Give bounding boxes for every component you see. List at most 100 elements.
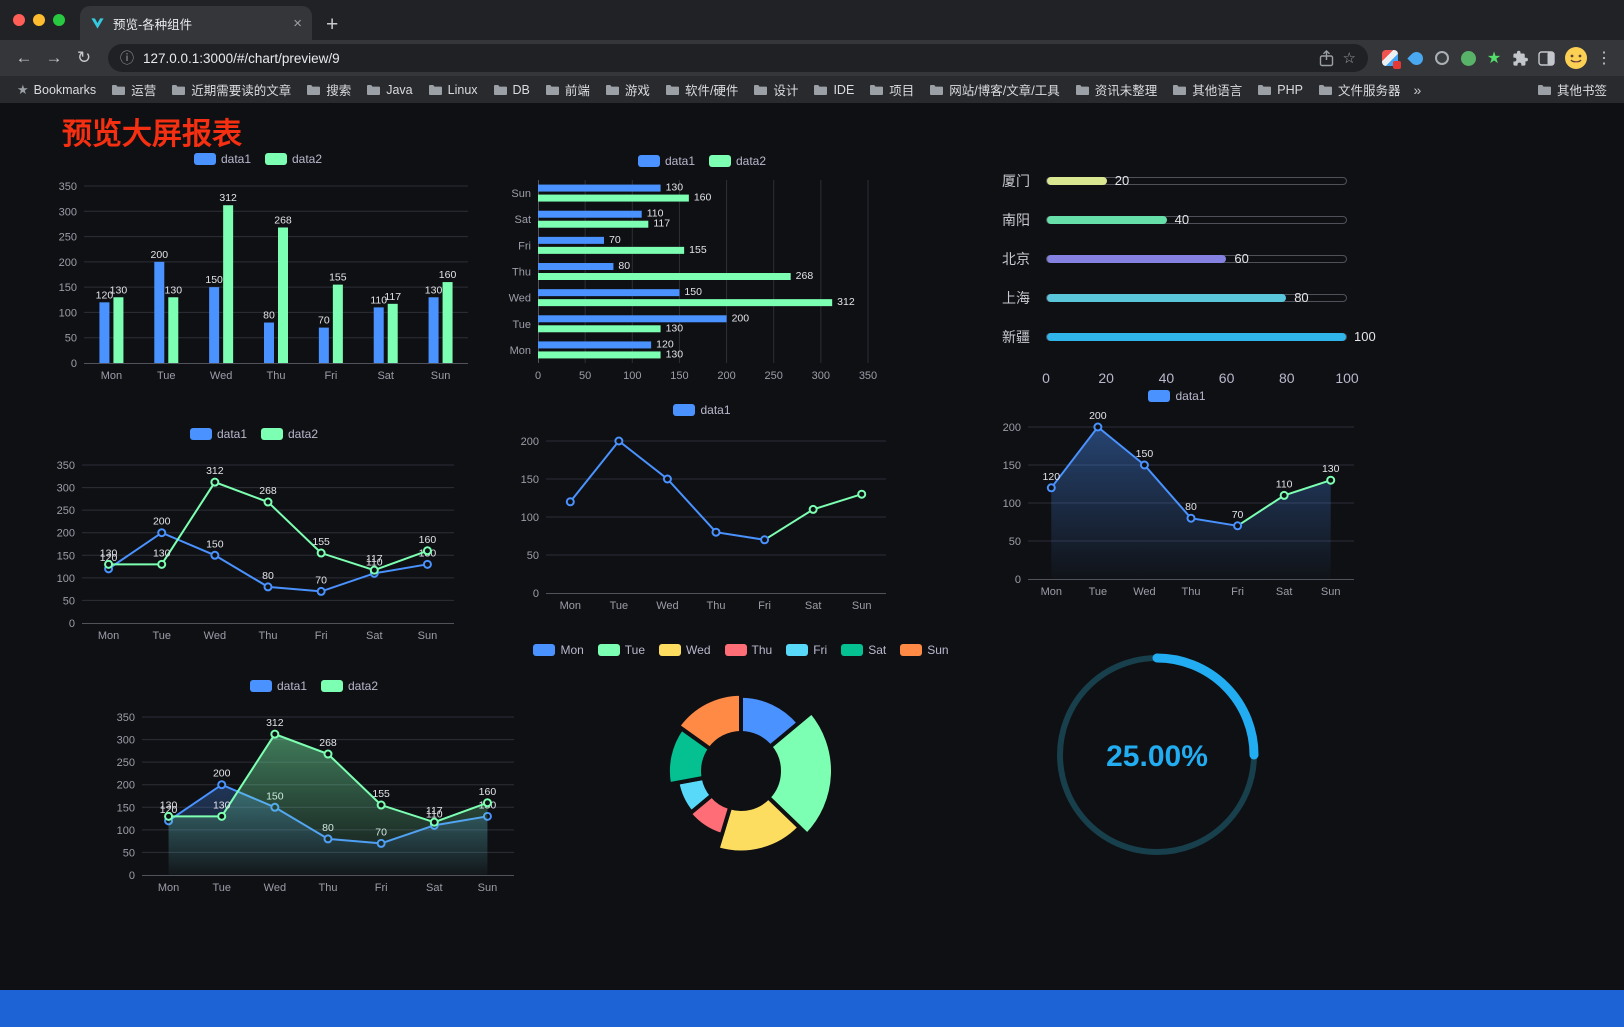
bookmark-folder[interactable]: 网站/博客/文章/工具 <box>922 78 1066 101</box>
extension-icon-3[interactable] <box>1430 46 1454 70</box>
svg-text:250: 250 <box>59 232 77 244</box>
svg-text:Sat: Sat <box>377 370 394 382</box>
axis-tick: 80 <box>1279 370 1295 386</box>
bookmark-folder[interactable]: Java <box>359 81 419 99</box>
legend-item[interactable]: data2 <box>261 427 318 441</box>
svg-text:160: 160 <box>694 192 712 204</box>
forward-icon[interactable]: → <box>45 48 63 67</box>
url-bar[interactable]: ⓘ 127.0.0.1:3000/#/chart/preview/9 ☆ <box>108 44 1368 72</box>
back-icon[interactable]: ← <box>15 48 33 67</box>
svg-text:160: 160 <box>479 786 497 798</box>
bookmark-star-icon[interactable]: ☆ <box>1342 50 1356 67</box>
legend-swatch <box>673 404 696 416</box>
pie-slice-Wed[interactable] <box>715 795 802 855</box>
legend-item[interactable]: data1 <box>193 152 251 166</box>
legend-item[interactable]: data1 <box>189 427 247 441</box>
folder-icon <box>1075 84 1090 96</box>
legend-item[interactable]: Sat <box>841 643 886 657</box>
svg-text:300: 300 <box>59 206 77 218</box>
axis-tick: 100 <box>1335 370 1359 386</box>
extension-icon-2[interactable] <box>1404 46 1428 70</box>
legend-item[interactable]: data2 <box>709 154 766 168</box>
reload-icon[interactable]: ↻ <box>76 48 92 67</box>
bookmark-folder[interactable]: 项目 <box>862 78 921 101</box>
bookmark-folder[interactable]: 游戏 <box>598 78 657 101</box>
svg-text:Wed: Wed <box>656 600 678 612</box>
legend-item[interactable]: Sun <box>900 643 949 657</box>
profile-avatar[interactable] <box>1564 46 1588 70</box>
other-bookmarks-button[interactable]: 其他书签 <box>1530 78 1614 101</box>
bookmark-folder-label: 项目 <box>889 84 915 98</box>
window-minimize-button[interactable] <box>33 14 45 26</box>
bookmark-folder[interactable]: DB <box>486 81 537 99</box>
multi-area-line-canvas: 0 50 100 150 200 250 300 350 Mon Tue Wed Thu Fri Sat S… <box>117 712 514 894</box>
svg-text:150: 150 <box>206 538 224 550</box>
legend-label: data2 <box>288 427 319 441</box>
extensions-puzzle-icon[interactable] <box>1508 46 1532 70</box>
svg-text:Tue: Tue <box>1089 586 1108 598</box>
legend-swatch <box>709 155 731 167</box>
folder-icon <box>605 84 620 96</box>
bookmark-folder[interactable]: 设计 <box>746 78 805 101</box>
legend-item[interactable]: Mon <box>533 643 584 657</box>
svg-text:150: 150 <box>521 474 539 486</box>
bookmark-folder[interactable]: 软件/硬件 <box>658 78 745 101</box>
svg-text:200: 200 <box>153 516 171 528</box>
bookmark-folder[interactable]: 近期需要读的文章 <box>164 78 298 101</box>
legend-label: Thu <box>751 643 773 657</box>
tab-close-icon[interactable]: × <box>293 14 302 32</box>
browser-menu-icon[interactable]: ⋮ <box>1596 50 1612 67</box>
bookmark-folder[interactable]: 资讯未整理 <box>1068 78 1165 101</box>
window-zoom-button[interactable] <box>53 14 65 26</box>
pie-slice-Sun[interactable] <box>676 691 743 751</box>
svg-text:130: 130 <box>666 182 684 194</box>
svg-text:312: 312 <box>219 192 237 204</box>
svg-text:Sat: Sat <box>1276 586 1293 598</box>
svg-text:268: 268 <box>796 270 814 282</box>
svg-text:Fri: Fri <box>375 882 388 894</box>
legend-item[interactable]: data2 <box>265 152 322 166</box>
progress-value: 100 <box>1354 328 1376 344</box>
svg-text:200: 200 <box>59 257 77 269</box>
bookmark-folder[interactable]: 文件服务器 <box>1311 78 1408 101</box>
bookmarks-root[interactable]: ★ Bookmarks <box>10 80 103 100</box>
share-icon[interactable] <box>1319 49 1334 67</box>
progress-fill <box>1047 254 1227 263</box>
bookmark-folder[interactable]: IDE <box>806 81 861 99</box>
pie-slice-Tue[interactable] <box>766 710 835 837</box>
browser-tab[interactable]: 预览-各种组件 × <box>80 6 312 40</box>
legend-item[interactable]: Tue <box>597 643 645 657</box>
svg-text:250: 250 <box>765 370 783 382</box>
legend-item[interactable]: Fri <box>786 643 827 657</box>
legend-item[interactable]: data1 <box>1148 389 1206 403</box>
bookmark-folder[interactable]: Linux <box>421 81 485 99</box>
bookmarks-overflow-button[interactable]: » <box>1413 81 1422 98</box>
bookmark-folder[interactable]: 前端 <box>538 78 597 101</box>
extension-icon-4[interactable] <box>1456 46 1480 70</box>
window-close-button[interactable] <box>13 14 25 26</box>
progress-label: 南阳 <box>1002 211 1030 228</box>
legend-item[interactable]: data2 <box>321 679 378 693</box>
bookmark-folder[interactable]: 其他语言 <box>1165 78 1249 101</box>
tab-title: 预览-各种组件 <box>113 17 193 32</box>
svg-text:150: 150 <box>684 286 702 298</box>
sidebar-toggle-icon[interactable] <box>1534 46 1558 70</box>
legend-item[interactable]: Wed <box>659 643 711 657</box>
svg-text:Fri: Fri <box>315 630 328 642</box>
legend-item[interactable]: Thu <box>724 643 773 657</box>
axis-tick: 20 <box>1098 370 1114 386</box>
extension-icon-5[interactable]: ★ <box>1486 50 1502 67</box>
new-tab-button[interactable]: + <box>326 13 339 36</box>
bookmark-folder[interactable]: PHP <box>1250 81 1310 99</box>
progress-row: 北京 60 <box>1002 239 1347 278</box>
svg-text:50: 50 <box>65 333 77 345</box>
extension-icon-1[interactable] <box>1378 46 1402 70</box>
legend-label: Sat <box>868 643 887 657</box>
legend-item[interactable]: data1 <box>637 154 695 168</box>
svg-text:80: 80 <box>618 260 630 272</box>
bookmark-folder[interactable]: 运营 <box>104 78 163 101</box>
site-info-icon[interactable]: ⓘ <box>120 50 134 66</box>
legend-item[interactable]: data1 <box>673 403 731 417</box>
legend-item[interactable]: data1 <box>249 679 307 693</box>
bookmark-folder[interactable]: 搜索 <box>299 78 358 101</box>
